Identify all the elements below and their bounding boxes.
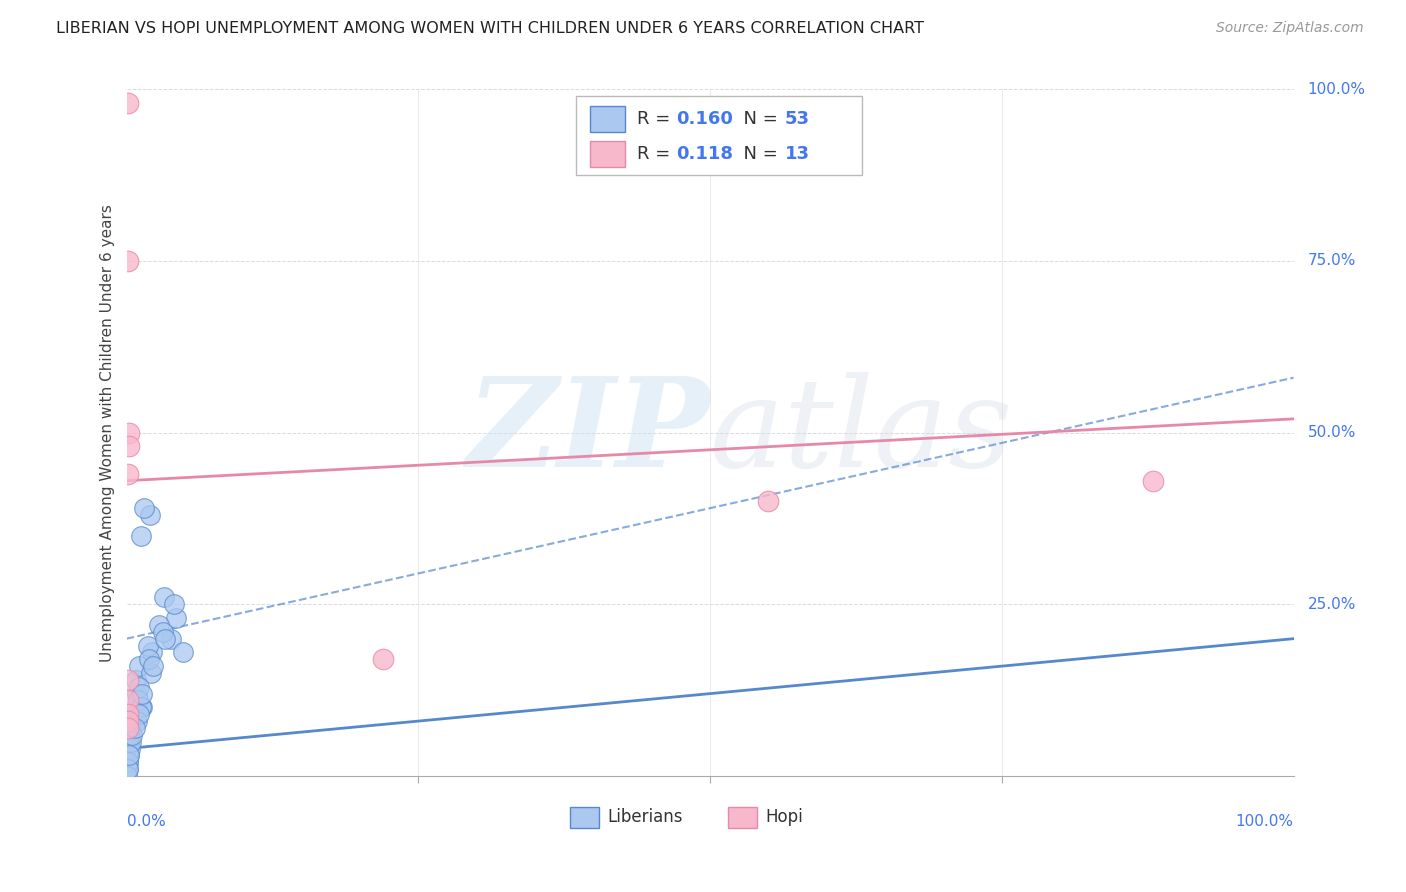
Point [118, 425, 141, 440]
FancyBboxPatch shape [576, 96, 862, 175]
Point [125, 707, 148, 722]
Point [139, 665, 162, 680]
Point [373, 652, 395, 666]
Point [125, 673, 148, 687]
Point [117, 762, 139, 776]
Point [118, 721, 141, 735]
Point [117, 707, 139, 722]
Point [756, 494, 779, 508]
Point [129, 700, 152, 714]
Point [129, 528, 152, 542]
FancyBboxPatch shape [569, 807, 599, 828]
Point [120, 735, 142, 749]
Point [118, 728, 141, 742]
Point [117, 95, 139, 110]
Text: 13: 13 [785, 145, 810, 163]
Point [124, 721, 146, 735]
Text: 25.0%: 25.0% [1308, 597, 1355, 612]
Point [117, 714, 139, 728]
Text: N =: N = [733, 110, 783, 128]
Point [125, 687, 148, 701]
Point [117, 467, 139, 481]
Text: 100.0%: 100.0% [1236, 814, 1294, 829]
Point [118, 728, 141, 742]
Point [163, 598, 186, 612]
Text: atlas: atlas [710, 372, 1014, 493]
FancyBboxPatch shape [591, 141, 624, 167]
Point [117, 673, 139, 687]
Point [160, 632, 183, 646]
Point [115, 769, 138, 783]
Point [118, 439, 141, 453]
Point [136, 639, 159, 653]
Text: LIBERIAN VS HOPI UNEMPLOYMENT AMONG WOMEN WITH CHILDREN UNDER 6 YEARS CORRELATIO: LIBERIAN VS HOPI UNEMPLOYMENT AMONG WOME… [56, 21, 924, 36]
Point [118, 735, 141, 749]
Point [128, 707, 150, 722]
Y-axis label: Unemployment Among Women with Children Under 6 years: Unemployment Among Women with Children U… [100, 203, 115, 662]
Text: Source: ZipAtlas.com: Source: ZipAtlas.com [1216, 21, 1364, 35]
Point [127, 693, 149, 707]
Point [117, 253, 139, 268]
Point [1142, 474, 1164, 488]
Point [165, 611, 187, 625]
Text: R =: R = [637, 145, 675, 163]
Point [115, 748, 138, 763]
Point [153, 591, 176, 605]
Point [118, 721, 141, 735]
Point [121, 728, 143, 742]
Point [138, 652, 160, 666]
Text: 0.118: 0.118 [676, 145, 733, 163]
Point [118, 741, 141, 756]
Point [117, 714, 139, 728]
Point [172, 645, 194, 659]
Text: 100.0%: 100.0% [1308, 82, 1365, 96]
FancyBboxPatch shape [591, 105, 624, 132]
Point [117, 741, 139, 756]
Point [152, 624, 174, 639]
Point [115, 741, 138, 756]
Point [141, 645, 163, 659]
Point [117, 714, 139, 728]
Point [115, 762, 138, 776]
Point [131, 700, 153, 714]
Point [117, 756, 139, 770]
Point [117, 762, 139, 776]
Point [132, 501, 155, 516]
Point [148, 618, 170, 632]
Point [115, 762, 138, 776]
Point [117, 693, 139, 707]
Point [128, 680, 150, 694]
Text: 50.0%: 50.0% [1308, 425, 1355, 440]
Point [115, 748, 138, 763]
Text: 75.0%: 75.0% [1308, 253, 1355, 268]
Point [115, 756, 138, 770]
Text: Liberians: Liberians [607, 808, 683, 826]
Text: N =: N = [733, 145, 783, 163]
Point [117, 735, 139, 749]
Point [128, 659, 150, 673]
Point [117, 756, 139, 770]
Point [131, 687, 153, 701]
Text: 0.160: 0.160 [676, 110, 733, 128]
Text: R =: R = [637, 110, 675, 128]
Text: ZIP: ZIP [467, 372, 710, 493]
Point [118, 748, 141, 763]
Text: 0.0%: 0.0% [127, 814, 166, 829]
FancyBboxPatch shape [727, 807, 756, 828]
Point [153, 632, 176, 646]
Text: 53: 53 [785, 110, 810, 128]
Point [142, 659, 165, 673]
Point [125, 714, 148, 728]
Text: Hopi: Hopi [765, 808, 803, 826]
Point [118, 748, 141, 763]
Point [117, 721, 139, 735]
Point [139, 508, 162, 522]
